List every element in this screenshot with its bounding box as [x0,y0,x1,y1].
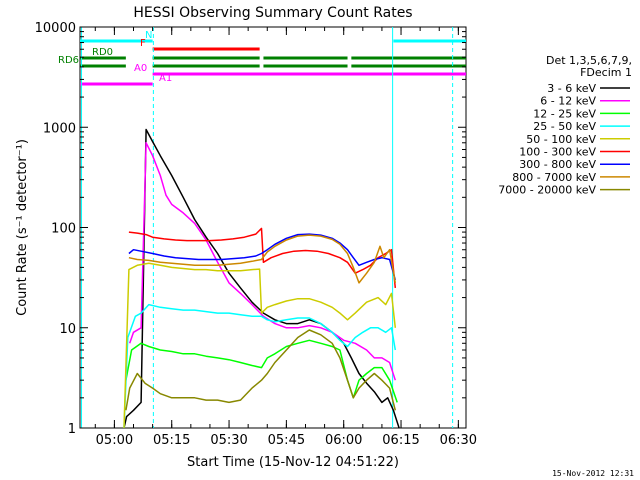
x-tick-label: 05:45 [268,433,305,448]
x-tick-label: 05:30 [210,433,247,448]
x-tick-label: 05:15 [153,433,190,448]
legend-header: Det 1,3,5,6,7,9, [546,54,632,67]
legend-label: 3 - 6 keV [547,82,596,95]
y-tick-label: 100 [51,222,76,237]
x-tick-label: 05:00 [96,433,133,448]
legend-label: 7000 - 20000 keV [498,184,596,197]
x-tick-label: 06:15 [382,433,419,448]
legend-label: 6 - 12 keV [540,95,596,108]
x-tick-label: 06:00 [325,433,362,448]
plot-timestamp: 15-Nov-2012 12:31 [552,469,634,478]
plot-frame [79,26,467,429]
legend-header: FDecim 1 [580,66,632,79]
y-tick-label: 1000 [43,121,76,136]
y-axis-label: Count Rate (s⁻¹ detector⁻¹) [15,139,30,316]
series-line-9 [125,329,397,411]
y-tick-label: 1 [68,422,76,437]
legend-label: 12 - 25 keV [533,107,596,120]
chart-title: HESSI Observing Summary Count Rates [133,5,412,21]
flag-label-f: F [140,38,146,49]
series-line-7 [128,233,397,281]
series-line-4 [123,303,397,429]
legend-label: 25 - 50 keV [533,120,596,133]
flag-label-rd6: RD6 [58,55,79,66]
series-line-6 [128,227,397,288]
flag-label-a1: A1 [159,73,172,84]
flag-label-n: N [145,30,152,41]
legend-label: 50 - 100 keV [526,133,596,146]
series-line-2 [128,142,397,381]
flag-label-rd0: RD0 [92,47,113,58]
flag-label-a0: A0 [134,63,147,74]
series-line-3 [125,339,398,403]
x-tick-label: 06:30 [440,433,477,448]
legend-label: 300 - 800 keV [519,158,596,171]
y-tick-label: 10000 [35,21,76,36]
series-line-8 [128,234,397,284]
legend-label: 800 - 7000 keV [512,171,596,184]
x-axis-label: Start Time (15-Nov-12 04:51:22) [187,455,399,470]
series-line-1 [123,128,400,429]
series-line-5 [123,262,397,429]
legend-label: 100 - 300 keV [519,146,596,159]
y-tick-label: 10 [59,322,76,337]
